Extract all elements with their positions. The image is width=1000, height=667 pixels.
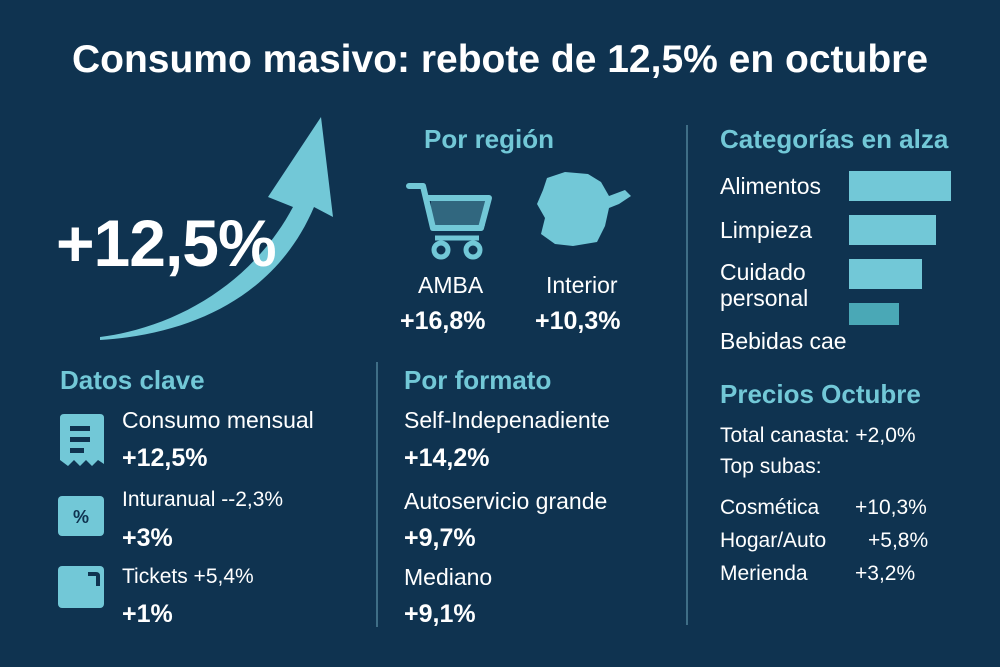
- svg-text:%: %: [73, 507, 89, 527]
- categorias-heading: Categorías en alza: [720, 124, 949, 154]
- datos-label-tickets: Tickets +5,4%: [122, 565, 254, 588]
- datos-value-consumo: +12,5%: [122, 444, 208, 472]
- categoria-bar-cuidado: [849, 259, 922, 289]
- categoria-label-cuidado: Cuidado personal: [720, 259, 809, 311]
- formato-heading: Por formato: [404, 365, 552, 395]
- categoria-bar-limpieza: [849, 215, 936, 245]
- categoria-bar-bebidas: [849, 303, 899, 325]
- precio-value-merienda: +3,2%: [855, 562, 916, 585]
- precio-value-cosmetica: +10,3%: [855, 496, 927, 519]
- formato-value-mediano: +9,1%: [404, 600, 476, 628]
- datos-label-interanual: Inturanual --2,3%: [122, 488, 284, 511]
- formato-value-self: +14,2%: [404, 444, 490, 472]
- trend-arrow-icon: [100, 117, 333, 340]
- shopping-cart-icon: [406, 183, 492, 260]
- formato-label-self: Self-Indepenadiente: [404, 407, 610, 433]
- categoria-label-limpieza: Limpieza: [720, 217, 813, 243]
- precios-canasta: Total canasta: +2,0%: [720, 424, 916, 447]
- categoria-bar-alimentos: [849, 171, 951, 201]
- divider-right: [686, 125, 688, 625]
- percent-icon: %: [58, 496, 104, 536]
- datos-value-tickets: +1%: [122, 600, 173, 628]
- categoria-label-alimentos: Alimentos: [720, 173, 821, 199]
- region-value-interior: +10,3%: [535, 307, 621, 335]
- wallet-icon: [58, 566, 104, 608]
- datos-label-consumo: Consumo mensual: [122, 407, 314, 433]
- page-title: Consumo masivo: rebote de 12,5% en octub…: [71, 38, 929, 81]
- precio-name-cosmetica: Cosmética: [720, 496, 820, 519]
- precio-name-merienda: Merienda: [720, 562, 808, 585]
- categoria-label-bebidas: Bebidas cae: [720, 328, 847, 354]
- formato-label-autoservicio: Autoservicio grande: [404, 488, 608, 514]
- precio-name-hogar: Hogar/Auto: [720, 529, 827, 552]
- receipt-icon: [60, 414, 104, 466]
- datos-heading: Datos clave: [60, 365, 205, 395]
- region-name-interior: Interior: [546, 272, 618, 298]
- divider-middle: [376, 362, 378, 627]
- map-icon: [537, 172, 631, 246]
- region-name-amba: AMBA: [418, 272, 484, 298]
- precios-heading: Precios Octubre: [720, 379, 921, 409]
- region-value-amba: +16,8%: [400, 307, 486, 335]
- datos-value-interanual: +3%: [122, 524, 173, 552]
- region-heading: Por región: [424, 124, 555, 154]
- formato-label-mediano: Mediano: [404, 564, 493, 590]
- formato-value-autoservicio: +9,7%: [404, 524, 476, 552]
- precio-value-hogar: +5,8%: [868, 529, 929, 552]
- precios-top-subas: Top subas:: [720, 455, 822, 478]
- hero-value: +12,5%: [56, 206, 277, 280]
